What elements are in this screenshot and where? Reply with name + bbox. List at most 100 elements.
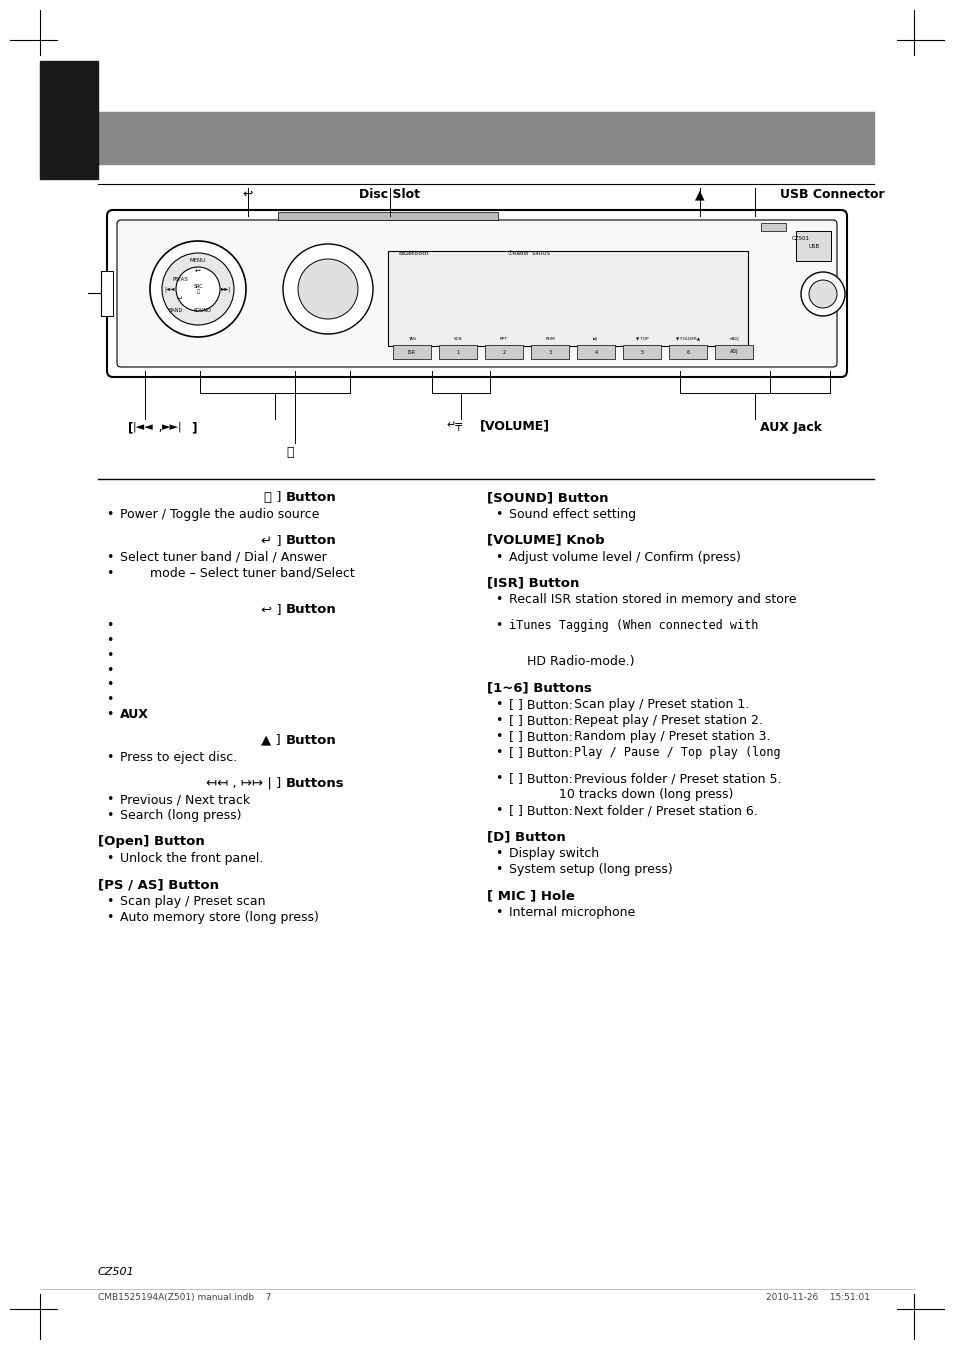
Text: 2: 2 [502, 349, 505, 355]
Text: 3: 3 [548, 349, 551, 355]
Text: Scan play / Preset scan: Scan play / Preset scan [120, 894, 265, 908]
Circle shape [162, 254, 233, 325]
Text: [ ] Button:: [ ] Button: [509, 804, 572, 817]
Bar [577, 345, 615, 359]
Text: CMB1525194A(Z501) manual.indb    7: CMB1525194A(Z501) manual.indb 7 [98, 1292, 271, 1302]
Text: USB: USB [807, 244, 819, 248]
Text: mode – Select tuner band/Select: mode – Select tuner band/Select [150, 567, 355, 580]
Text: [D] Button: [D] Button [486, 830, 565, 843]
Text: •: • [495, 714, 502, 727]
Text: ▼ FOLDER▲: ▼ FOLDER▲ [676, 337, 700, 341]
Text: Previous / Next track: Previous / Next track [120, 793, 250, 807]
Text: SRC
⏻: SRC ⏻ [193, 283, 203, 294]
Text: ↩ ]: ↩ ] [260, 603, 285, 615]
Text: |◄◄: |◄◄ [165, 286, 175, 291]
Bar [101, 271, 112, 316]
Text: |◄◄: |◄◄ [132, 421, 153, 432]
Text: [1~6] Buttons: [1~6] Buttons [486, 681, 591, 695]
Text: Bluetooth: Bluetooth [397, 251, 428, 256]
Text: •: • [106, 567, 113, 580]
Text: •: • [106, 793, 113, 807]
Bar [277, 212, 497, 220]
Text: 6: 6 [686, 349, 689, 355]
Text: ▲: ▲ [695, 188, 704, 201]
Text: ADJ: ADJ [729, 349, 738, 355]
Text: Internal microphone: Internal microphone [509, 905, 635, 919]
Text: ⏻: ⏻ [286, 447, 294, 459]
Text: Unlock the front panel.: Unlock the front panel. [120, 853, 263, 865]
Text: [SOUND] Button: [SOUND] Button [486, 491, 608, 505]
Text: •: • [106, 708, 113, 720]
Text: Select tuner band / Dial / Answer: Select tuner band / Dial / Answer [120, 550, 327, 564]
Bar [40, 61, 98, 179]
Text: ►►|: ►►| [220, 286, 231, 291]
Text: [Open] Button: [Open] Button [98, 835, 205, 849]
Text: ↵ ]: ↵ ] [260, 534, 285, 546]
Text: SCN: SCN [454, 337, 462, 341]
Bar [668, 345, 706, 359]
Text: •: • [495, 507, 502, 521]
Text: •: • [106, 649, 113, 662]
Circle shape [283, 244, 373, 335]
Circle shape [297, 259, 357, 318]
FancyBboxPatch shape [117, 220, 836, 367]
Bar [388, 251, 747, 345]
Text: •: • [106, 809, 113, 823]
Text: RPT: RPT [499, 337, 507, 341]
Text: [ ] Button:: [ ] Button: [509, 714, 572, 727]
Text: AUX: AUX [120, 708, 149, 720]
Text: •: • [495, 699, 502, 711]
Bar [438, 345, 476, 359]
Text: [: [ [128, 421, 133, 434]
Circle shape [150, 241, 246, 337]
Text: [ ] Button:: [ ] Button: [509, 772, 572, 785]
Text: HD Radio-mode.): HD Radio-mode.) [526, 656, 634, 668]
Text: •: • [106, 853, 113, 865]
Text: •: • [106, 634, 113, 648]
Text: Play / Pause / Top play (long: Play / Pause / Top play (long [574, 746, 780, 759]
Text: ↵╤: ↵╤ [446, 421, 461, 430]
Text: 5: 5 [639, 349, 643, 355]
Text: •: • [495, 730, 502, 743]
Text: •: • [495, 746, 502, 759]
Text: CZ501: CZ501 [791, 236, 809, 241]
Text: •: • [106, 911, 113, 924]
Text: •: • [106, 693, 113, 706]
Text: •: • [106, 619, 113, 633]
Text: ,: , [154, 421, 162, 434]
Bar [714, 345, 752, 359]
Text: System setup (long press): System setup (long press) [509, 863, 672, 876]
Text: Random play / Preset station 3.: Random play / Preset station 3. [574, 730, 770, 743]
Text: Button: Button [285, 603, 335, 615]
Bar [98, 112, 873, 165]
Text: •: • [106, 664, 113, 677]
Text: Repeat play / Preset station 2.: Repeat play / Preset station 2. [574, 714, 762, 727]
Text: •: • [106, 894, 113, 908]
Text: Buttons: Buttons [285, 777, 344, 789]
Text: [ ] Button:: [ ] Button: [509, 730, 572, 743]
Text: AUX Jack: AUX Jack [760, 421, 821, 434]
Text: Adjust volume level / Confirm (press): Adjust volume level / Confirm (press) [509, 550, 740, 564]
Text: Button: Button [285, 491, 335, 505]
Bar [484, 345, 522, 359]
Text: USB Connector: USB Connector [780, 188, 883, 201]
Text: ROM: ROM [544, 337, 555, 341]
Circle shape [808, 281, 836, 308]
Text: ISR: ISR [408, 349, 416, 355]
Text: 10 tracks down (long press): 10 tracks down (long press) [558, 788, 733, 801]
Text: •: • [106, 507, 113, 521]
Text: Button: Button [285, 734, 335, 747]
Circle shape [801, 272, 844, 316]
Text: ☉Radio  SIRIUS: ☉Radio SIRIUS [507, 251, 549, 256]
Text: ⏻ ]: ⏻ ] [263, 491, 285, 505]
Text: Disc Slot: Disc Slot [359, 188, 420, 201]
Bar [393, 345, 431, 359]
Text: ▼ TOP: ▼ TOP [635, 337, 648, 341]
Text: 4: 4 [594, 349, 597, 355]
Text: +ADJ: +ADJ [728, 337, 739, 341]
Text: Press to eject disc.: Press to eject disc. [120, 750, 237, 764]
Bar [760, 223, 785, 231]
Text: [PS / AS] Button: [PS / AS] Button [98, 878, 219, 892]
Text: •: • [495, 594, 502, 607]
Text: ►►|: ►►| [162, 421, 182, 432]
